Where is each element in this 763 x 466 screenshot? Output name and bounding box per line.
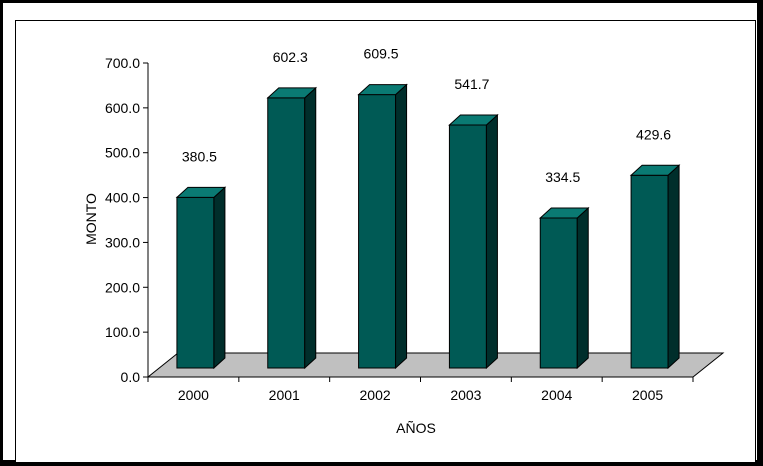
bar-front-face — [630, 174, 669, 369]
y-tick-label: 100.0 — [105, 324, 140, 340]
bar — [266, 86, 318, 370]
bar — [357, 83, 408, 370]
bar-top-face — [629, 164, 681, 176]
y-tick-label: 200.0 — [105, 279, 140, 295]
bar-side-face — [485, 113, 498, 370]
bar-data-label: 380.5 — [182, 148, 217, 164]
bar-side-face — [395, 83, 408, 370]
bar-front-face — [448, 124, 487, 369]
x-tick-label: 2001 — [269, 387, 300, 403]
bar-top-face — [175, 186, 227, 198]
y-tick-label: 400.0 — [105, 190, 140, 206]
bar-top-face — [357, 84, 408, 96]
bar — [175, 186, 227, 370]
bar-data-label: 541.7 — [454, 76, 489, 92]
x-tick-label: 2000 — [178, 387, 209, 403]
bars — [175, 83, 681, 370]
data-labels: 380.5 602.3 609.5 541.7 334.5 429.6 — [182, 46, 671, 185]
bar — [538, 206, 590, 370]
bar-top-face — [538, 207, 590, 219]
x-tick-label: 2005 — [632, 387, 663, 403]
x-tick-label: 2003 — [450, 387, 481, 403]
bar-top-face — [448, 114, 499, 126]
bar — [448, 113, 499, 370]
bar-top-face — [266, 87, 318, 99]
bar-front-face — [539, 217, 578, 369]
bar-front-face — [176, 196, 215, 369]
bar-front-face — [267, 97, 306, 369]
bar-side-face — [213, 186, 226, 370]
bar-front-face — [358, 94, 397, 369]
bar-data-label: 334.5 — [545, 169, 580, 185]
bar — [629, 164, 681, 370]
y-tick-label: 0.0 — [121, 369, 141, 385]
x-tick-label: 2002 — [360, 387, 391, 403]
chart-axes: 0.0 100.0 200.0 300.0 400.0 500.0 600.0 700.0 20… — [105, 55, 694, 403]
y-tick-label: 300.0 — [105, 234, 140, 250]
bar-side-face — [576, 206, 589, 370]
x-tick-label: 2004 — [541, 387, 572, 403]
y-tick-label: 600.0 — [105, 100, 140, 116]
x-axis-title: AÑOS — [396, 420, 436, 436]
y-tick-label: 700.0 — [105, 55, 140, 71]
y-axis-title: MONTO — [83, 193, 99, 245]
bar-side-face — [304, 86, 317, 370]
bar-data-label: 609.5 — [364, 46, 399, 62]
bar-data-label: 429.6 — [636, 126, 671, 142]
y-tick-label: 500.0 — [105, 145, 140, 161]
bar-side-face — [667, 164, 680, 370]
bar-data-label: 602.3 — [273, 49, 308, 65]
